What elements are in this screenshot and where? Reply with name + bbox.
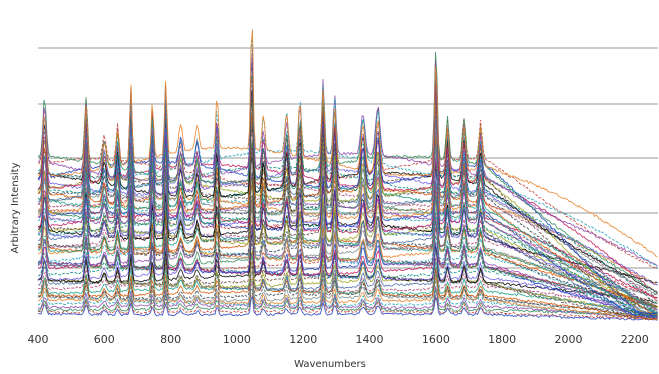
spectrum-series-line [37, 248, 658, 317]
spectrum-series-line [37, 279, 658, 320]
spectrum-series-line [37, 265, 658, 318]
spectrum-series-line [37, 240, 658, 320]
x-tick-label: 2200 [621, 333, 649, 346]
spectrum-series-line [37, 80, 658, 286]
x-tick-label: 800 [160, 333, 181, 346]
x-tick-label: 1000 [223, 333, 251, 346]
spectrum-series-line [37, 78, 658, 316]
spectrum-series-line [37, 150, 658, 317]
spectrum-series-line [37, 51, 658, 294]
x-tick-labels: 400 600 800 1000 1200 1400 1600 1800 2000 2200 [28, 333, 649, 346]
spectrum-series-line [37, 206, 658, 308]
spectrum-series-line [37, 29, 658, 257]
spectrum-series-line [37, 174, 658, 319]
spectrum-series-line [37, 36, 658, 269]
x-tick-label: 1600 [422, 333, 450, 346]
spectrum-series-line [37, 231, 658, 304]
spectrum-series-line [37, 251, 658, 309]
spectrum-series-line [37, 288, 658, 318]
spectrum-series-line [37, 99, 658, 316]
spectra-series-group [37, 29, 658, 321]
spectrum-series-line [37, 161, 658, 311]
spectrum-series-line [37, 182, 658, 308]
spectrum-series-line [37, 107, 658, 308]
x-tick-label: 1800 [488, 333, 516, 346]
spectrum-series-line [37, 276, 658, 321]
spectrum-series-line [37, 61, 658, 315]
x-tick-label: 1400 [356, 333, 384, 346]
spectrum-series-line [37, 255, 658, 317]
x-tick-label: 1200 [289, 333, 317, 346]
spectrum-series-line [37, 81, 658, 294]
x-tick-label: 400 [28, 333, 49, 346]
spectrum-series-line [37, 281, 658, 320]
spectrum-series-line [37, 271, 658, 315]
spectrum-series-line [38, 292, 658, 321]
y-axis-label: Arbitrary Intensity [10, 162, 21, 253]
spectrum-series-line [37, 49, 658, 267]
spectrum-series-line [37, 113, 658, 295]
spectrum-series-line [37, 141, 658, 318]
spectrum-series-line [37, 172, 658, 315]
spectrum-series-line [37, 146, 658, 299]
spectrum-series-line [37, 294, 658, 321]
spectrum-series-line [37, 228, 658, 314]
spectrum-series-line [37, 195, 658, 297]
x-tick-label: 2000 [554, 333, 582, 346]
spectrum-series-line [38, 189, 658, 313]
spectrum-series-line [37, 119, 658, 316]
x-axis-label: Wavenumbers [294, 359, 366, 370]
x-tick-label: 600 [94, 333, 115, 346]
spectrum-series-line [37, 223, 658, 308]
